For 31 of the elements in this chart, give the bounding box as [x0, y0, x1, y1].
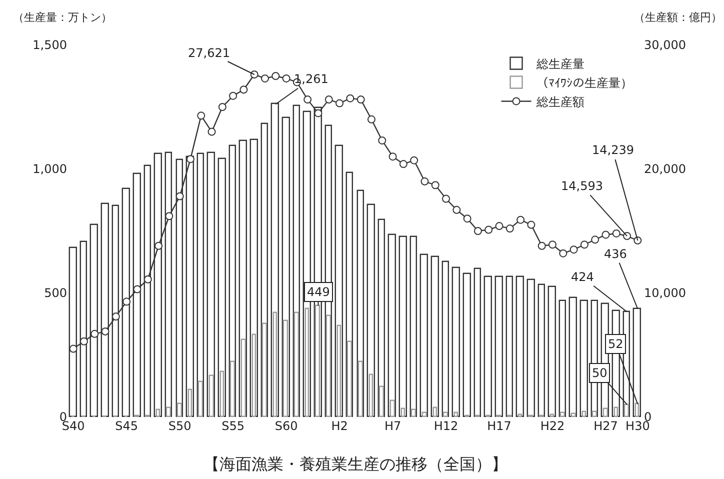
y2-tick-label: 30,000	[644, 38, 686, 52]
data-label: 1,261	[294, 72, 328, 86]
y-axis-title: （生産量：万トン）	[13, 11, 112, 24]
data-label: 52	[608, 337, 624, 351]
x-tick-label: H17	[487, 419, 512, 433]
x-tick-label: S45	[115, 419, 138, 433]
y-tick-label: 1,000	[32, 162, 67, 176]
x-tick-label: H7	[384, 419, 402, 433]
x-tick-label: S50	[168, 419, 192, 433]
data-label: 436	[604, 247, 627, 261]
data-label: 449	[307, 285, 330, 299]
y2-tick-label: 20,000	[644, 162, 686, 176]
data-label: 14,239	[592, 143, 634, 157]
x-tick-label: S55	[222, 419, 244, 433]
data-label: 50	[592, 366, 608, 380]
data-label: 424	[571, 270, 594, 284]
legend-label: 総生産量	[535, 56, 584, 71]
y-tick-label: 1,500	[32, 38, 67, 52]
legend-label: （ﾏｲﾜｼの生産量）	[536, 76, 632, 90]
y-tick-label: 500	[44, 286, 67, 300]
legend-label: 総生産額	[535, 94, 584, 109]
x-tick-label: S60	[274, 419, 298, 433]
y2-tick-label: 10,000	[644, 286, 686, 300]
data-label: 27,621	[188, 46, 230, 60]
x-tick-label: H2	[331, 419, 348, 433]
x-tick-label: H27	[594, 419, 618, 433]
y2-axis-title: （生産額：億円）	[634, 11, 722, 24]
x-tick-label: H22	[540, 419, 565, 433]
data-label: 14,593	[561, 179, 603, 193]
x-tick-label: H12	[434, 419, 458, 433]
text: 【海面漁業・養殖業生産の推移（全国）】	[204, 454, 508, 474]
